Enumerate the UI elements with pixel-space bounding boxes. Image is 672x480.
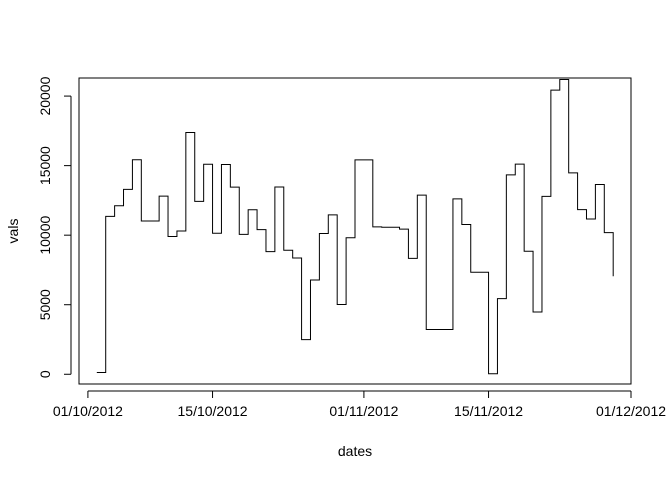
x-tick-label: 15/11/2012 [454, 403, 523, 419]
y-tick-label: 15000 [37, 146, 53, 185]
y-axis-title: vals [5, 219, 21, 244]
y-tick-label: 5000 [37, 289, 53, 320]
y-tick-label: 10000 [37, 215, 53, 254]
x-tick-label: 01/11/2012 [329, 403, 398, 419]
y-tick-label: 0 [37, 370, 53, 378]
x-axis-title: dates [338, 443, 372, 459]
series-step-line [96, 78, 614, 375]
y-axis: 0 5000 10000 15000 20000 [37, 76, 72, 378]
plot-frame [78, 77, 632, 385]
y-tick-label: 20000 [37, 76, 53, 115]
x-tick-label: 15/10/2012 [178, 403, 248, 419]
x-axis: 01/10/2012 15/10/2012 01/11/2012 15/11/2012… [53, 390, 666, 419]
x-tick-label: 01/10/2012 [53, 403, 123, 419]
x-tick-label: 01/12/2012 [596, 403, 666, 419]
